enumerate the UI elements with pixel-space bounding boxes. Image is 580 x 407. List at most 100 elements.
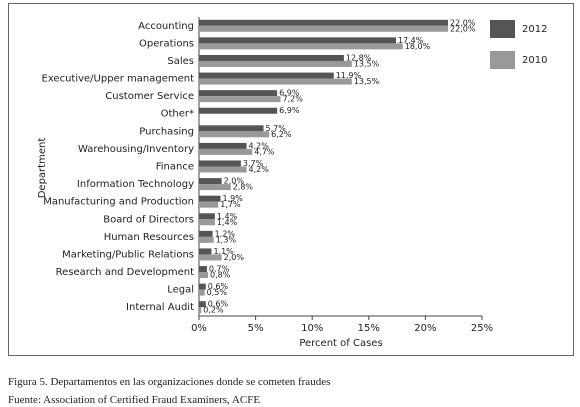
- source-caption: Fuente: Association of Certified Fraud E…: [8, 394, 261, 406]
- figure-caption: Figura 5. Departamentos en las organizac…: [8, 376, 331, 388]
- bar: [199, 78, 352, 85]
- bar: [199, 72, 334, 79]
- y-tick-label: Other*: [161, 109, 194, 120]
- value-label: 1,7%: [220, 200, 241, 209]
- bar: [199, 307, 202, 314]
- y-tick-label: Warehousing/Inventory: [78, 144, 194, 155]
- x-tick-label: 15%: [358, 323, 380, 334]
- bar: [199, 236, 214, 243]
- bar: [199, 289, 205, 296]
- value-label: 1,4%: [217, 218, 238, 227]
- y-tick-label: Operations: [139, 38, 194, 49]
- bar: [199, 166, 247, 173]
- value-label: 3,7%: [243, 159, 264, 168]
- legend-label: 2012: [522, 24, 547, 35]
- value-label: 0,7%: [209, 265, 230, 274]
- bar: [199, 201, 219, 208]
- y-tick-label: Finance: [156, 162, 194, 173]
- bar: [199, 131, 270, 138]
- y-tick-label: Customer Service: [105, 91, 194, 102]
- bar: [199, 125, 264, 132]
- value-label: 13,5%: [354, 59, 380, 68]
- y-tick-label: Research and Development: [56, 267, 194, 278]
- value-label: 6,9%: [279, 89, 300, 98]
- y-tick-label: Internal Audit: [126, 302, 194, 313]
- x-tick-label: 5%: [248, 323, 264, 334]
- x-axis-title: Percent of Cases: [299, 338, 382, 349]
- bar: [199, 60, 352, 67]
- bar: [199, 54, 344, 61]
- value-label: 4,2%: [249, 165, 270, 174]
- bar: [199, 107, 278, 114]
- bar: [199, 142, 247, 149]
- bar: [199, 283, 206, 290]
- value-label: 22,0%: [450, 18, 476, 27]
- bar: [199, 148, 253, 155]
- y-tick-label: Manufacturing and Production: [43, 197, 194, 208]
- bar: [199, 272, 209, 279]
- value-label: 0,6%: [208, 282, 229, 291]
- bar: [199, 254, 222, 261]
- bar: [199, 301, 206, 308]
- value-label: 22,0%: [450, 24, 476, 33]
- x-tick-label: 0%: [191, 323, 207, 334]
- value-label: 1,1%: [213, 247, 234, 256]
- value-label: 17,4%: [398, 36, 424, 45]
- bar: [199, 219, 215, 226]
- y-tick-label: Accounting: [138, 21, 194, 32]
- chart-frame: [8, 3, 574, 356]
- y-axis-title: Department: [37, 138, 48, 199]
- value-label: 11,9%: [336, 71, 362, 80]
- legend-label: 2010: [522, 55, 547, 66]
- bar: [199, 178, 222, 185]
- value-label: 1,4%: [217, 212, 238, 221]
- value-label: 7,2%: [283, 95, 304, 104]
- legend-swatch: [490, 20, 515, 38]
- value-label: 2,8%: [233, 183, 254, 192]
- x-tick-label: 10%: [301, 323, 323, 334]
- bar: [199, 184, 231, 191]
- y-tick-label: Board of Directors: [103, 214, 194, 225]
- bar: [199, 19, 449, 26]
- bar: [199, 195, 221, 202]
- value-label: 18,0%: [405, 42, 431, 51]
- value-label: 1,2%: [215, 229, 236, 238]
- bar: [199, 266, 207, 273]
- bar: [199, 37, 396, 44]
- y-tick-label: Information Technology: [77, 179, 194, 190]
- value-label: 0,8%: [210, 271, 231, 280]
- bar: [199, 96, 281, 103]
- bar: [199, 248, 212, 255]
- bar: [199, 43, 403, 50]
- value-label: 2,0%: [224, 253, 245, 262]
- value-label: 0,2%: [203, 306, 224, 315]
- bar: [199, 90, 278, 97]
- bar: [199, 213, 215, 220]
- value-label: 0,6%: [208, 300, 229, 309]
- y-tick-label: Purchasing: [139, 126, 194, 137]
- bar: [199, 25, 449, 32]
- y-tick-label: Marketing/Public Relations: [62, 249, 194, 260]
- y-tick-label: Legal: [167, 285, 194, 296]
- y-tick-label: Human Resources: [104, 232, 194, 243]
- x-tick-label: 25%: [471, 323, 493, 334]
- value-label: 1,3%: [216, 235, 237, 244]
- x-tick-label: 20%: [414, 323, 436, 334]
- value-label: 13,5%: [354, 77, 380, 86]
- value-label: 4,2%: [249, 141, 270, 150]
- value-label: 6,9%: [279, 106, 300, 115]
- y-tick-label: Sales: [167, 56, 194, 67]
- value-label: 1,9%: [223, 194, 244, 203]
- value-label: 5,7%: [266, 124, 287, 133]
- bar: [199, 160, 241, 167]
- value-label: 12,8%: [346, 53, 372, 62]
- legend-swatch: [490, 51, 515, 69]
- chart: Percent of Cases Department 0% 5% 10% 15% 20…: [8, 3, 574, 356]
- value-label: 2,0%: [224, 177, 245, 186]
- value-label: 6,2%: [271, 130, 292, 139]
- bar: [199, 230, 213, 237]
- y-tick-label: Executive/Upper management: [42, 74, 195, 85]
- value-label: 0,5%: [207, 288, 228, 297]
- value-label: 4,7%: [254, 147, 275, 156]
